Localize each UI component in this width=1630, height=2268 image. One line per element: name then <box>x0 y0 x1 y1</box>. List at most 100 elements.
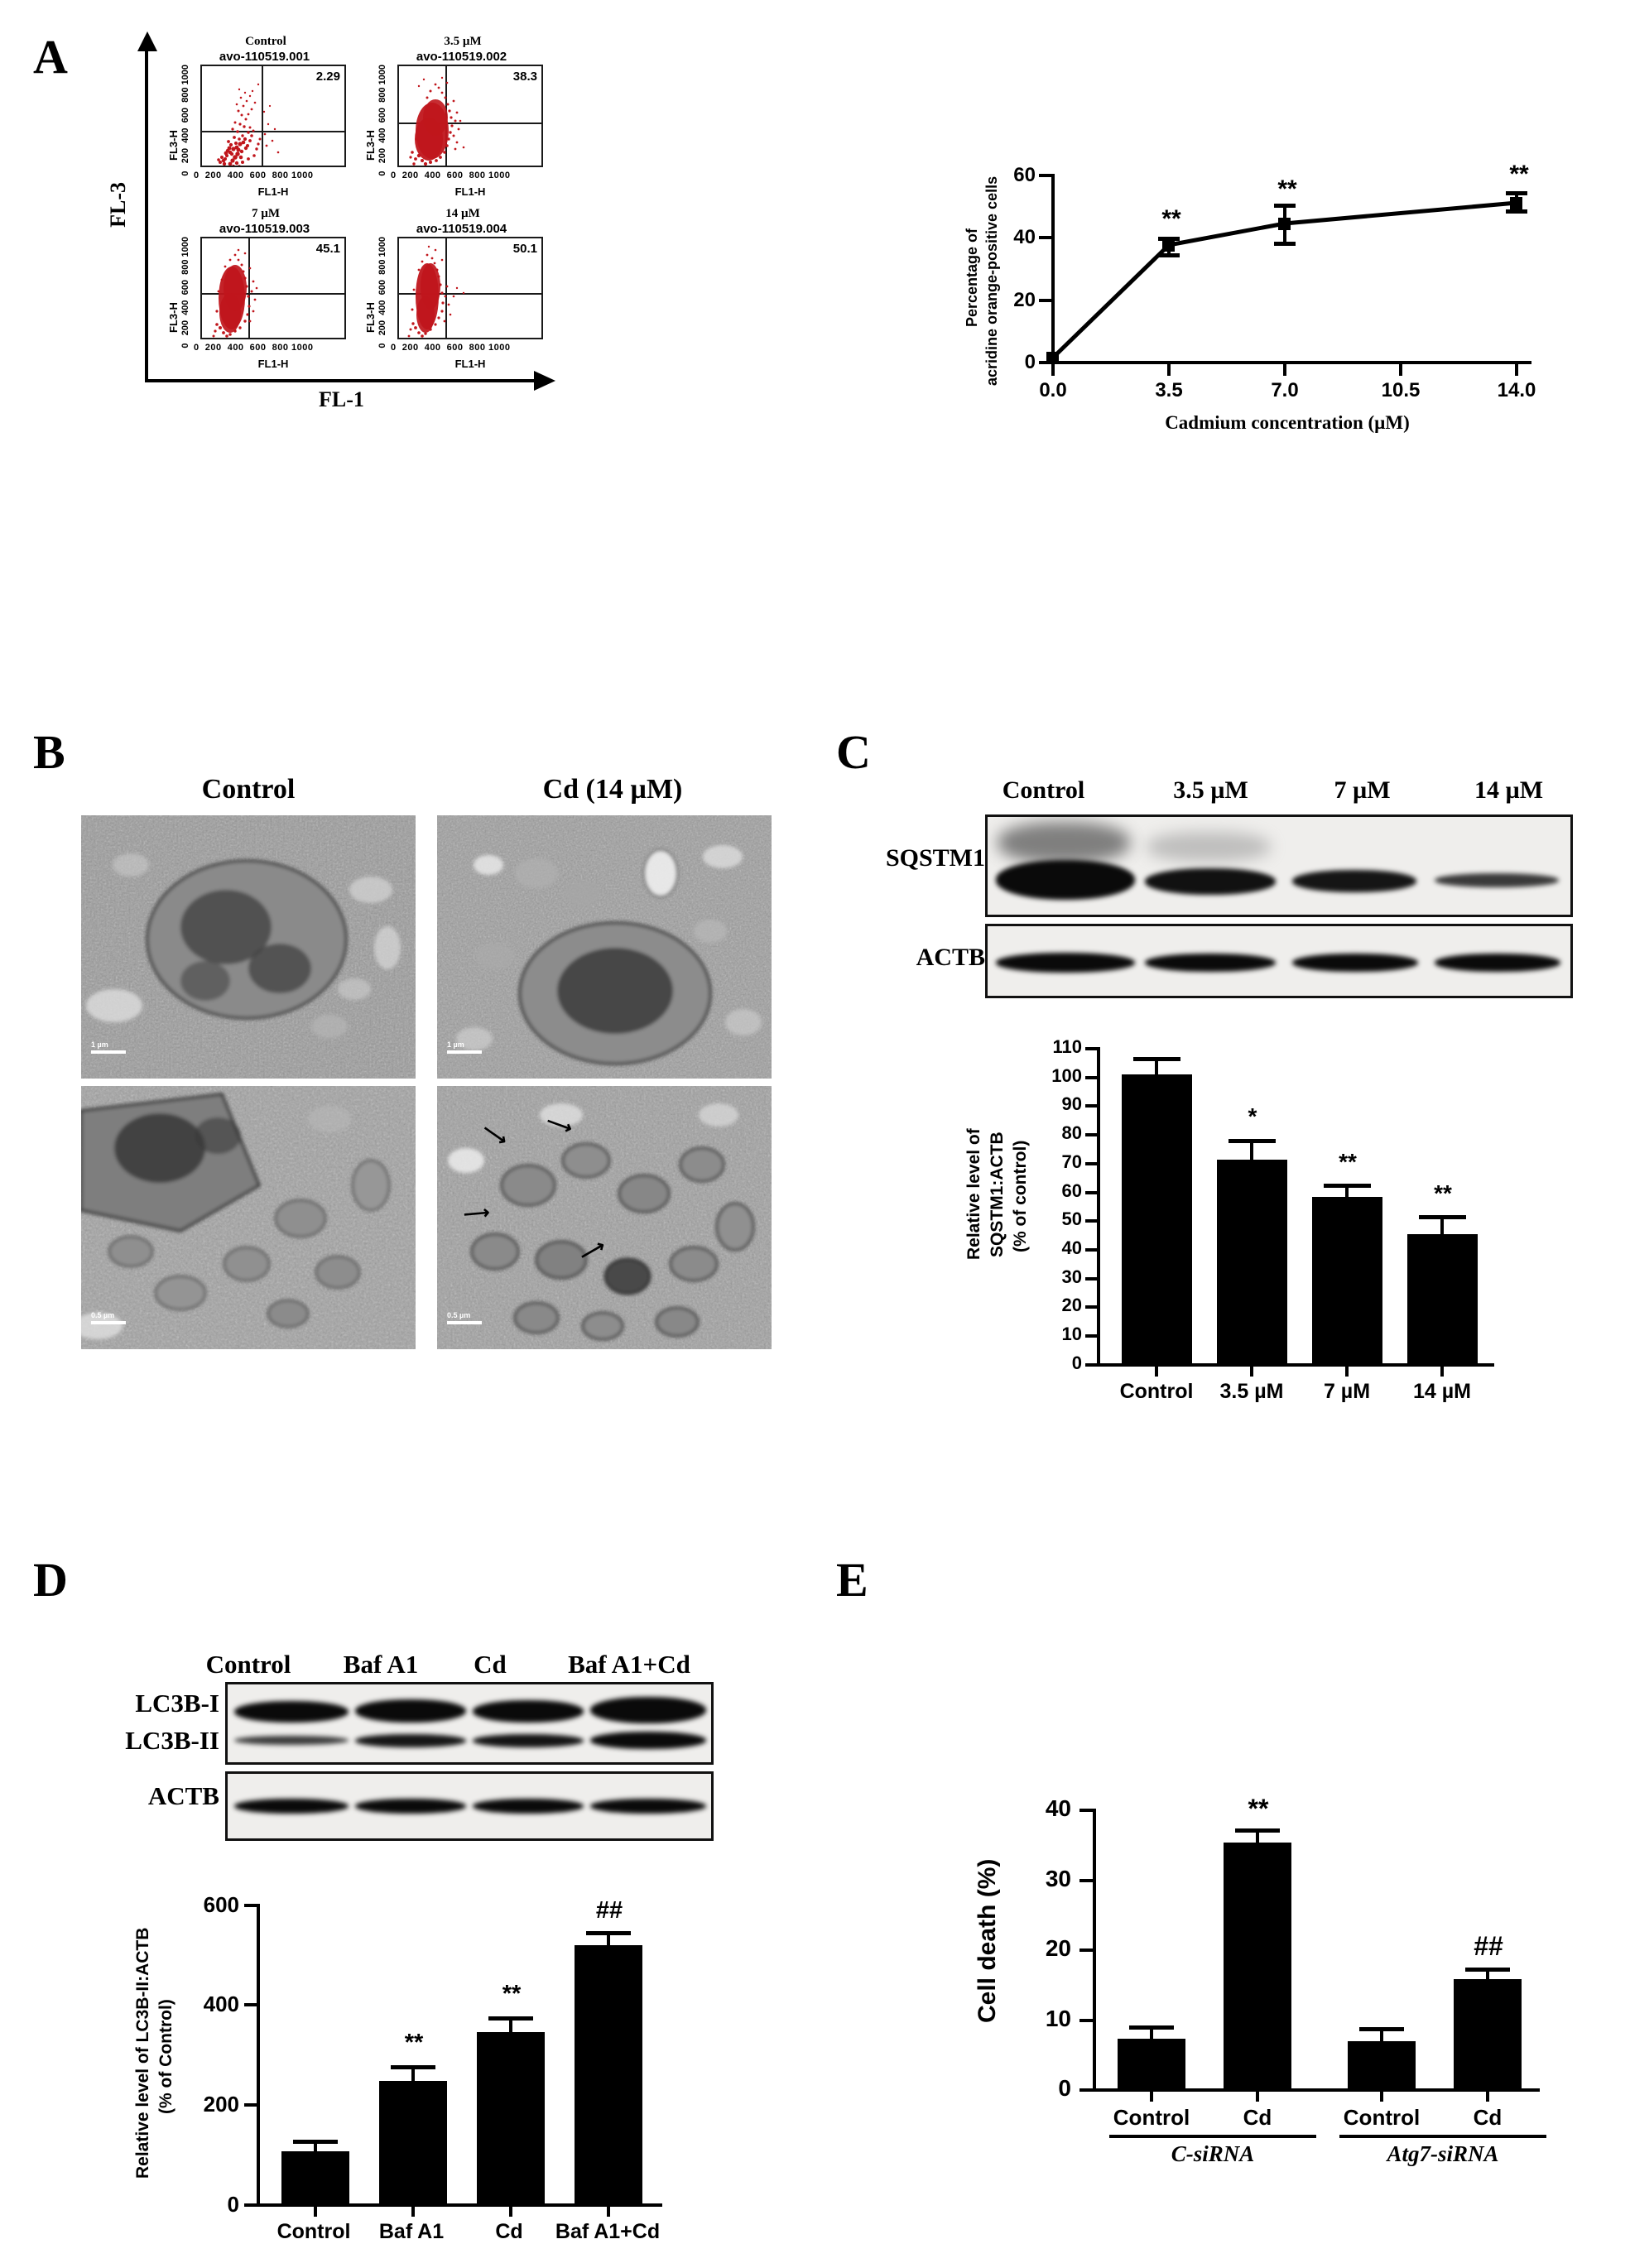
flow-plot-area: 2.29 <box>200 65 346 167</box>
bar-chart-c-ytick <box>1085 1162 1097 1165</box>
tem-scalebar <box>447 1050 482 1054</box>
panelD-bar-chart: Relative level of LC3B-II:ACTB (% of Con… <box>133 1892 683 2268</box>
blot-band <box>355 1799 466 1814</box>
bar-errorbar-cap <box>1129 2025 1174 2030</box>
bar-chart-e-xtick <box>1380 2092 1383 2102</box>
bar-chart-d-ytick <box>244 2103 257 2107</box>
blot-lane-label: Baf A1+Cd <box>568 1650 690 1679</box>
line-chart-xtick-label: 0.0 <box>1039 379 1067 401</box>
bar-chart-c-ylabel-2: SQSTM1:ACTB <box>988 1132 1007 1257</box>
bar-chart-e-xtick-label: Cd <box>1243 2105 1272 2130</box>
fl3-axis-arrowhead <box>137 31 157 51</box>
line-chart-significance: ** <box>1277 175 1297 203</box>
flow-plot-subtitle: avo-110519.002 <box>416 50 507 64</box>
tem-scalebar-text: 1 µm <box>447 1040 464 1049</box>
bar-errorbar <box>1250 1141 1253 1160</box>
blot-lane-label: 7 µM <box>1334 776 1391 804</box>
line-chart-xtick <box>1051 364 1055 376</box>
blot-lane-label: 14 µM <box>1474 776 1544 804</box>
bar-errorbar-cap <box>1235 1828 1280 1833</box>
bar-chart-c-ytick <box>1085 1219 1097 1223</box>
bar-significance: ** <box>404 2030 424 2056</box>
bar-chart-d-ytick <box>244 2203 257 2207</box>
bar-csirna-cd <box>1224 1843 1291 2088</box>
bar-chart-e-xtick-label: Control <box>1113 2105 1190 2130</box>
flow-y-ticklabels: 0 200 400 600 800 1000 <box>377 65 387 176</box>
line-chart-ytick <box>1039 361 1051 364</box>
bar-errorbar <box>1150 2027 1153 2040</box>
bar-errorbar-cap <box>1324 1184 1371 1188</box>
tem-scalebar <box>91 1321 126 1324</box>
flow-plot-area: 50.1 <box>397 237 543 339</box>
bar-chart-c-ytick-label: 50 <box>1061 1208 1082 1229</box>
flow-plot-subtitle: avo-110519.001 <box>219 50 310 64</box>
tem-label-cd: Cd (14 µM) <box>542 774 683 805</box>
bar-chart-c-ytick-label: 10 <box>1061 1324 1082 1344</box>
bar-chart-e-yaxis <box>1093 1809 1096 2092</box>
group-underline-atg7sirna <box>1339 2135 1546 2138</box>
line-chart-xtick-label: 14.0 <box>1497 379 1536 401</box>
bar-chart-c-ytick <box>1085 1191 1097 1194</box>
line-chart-xtick <box>1167 364 1171 376</box>
flow-scatter-dots <box>407 245 465 338</box>
flow-x-ticklabels: 0 200 400 600 800 1000 <box>194 171 314 180</box>
bar-chart-e-ytick-label: 0 <box>1058 2075 1071 2101</box>
line-chart-ytick-label: 40 <box>1013 226 1036 248</box>
bar-errorbar <box>509 2018 512 2033</box>
line-chart-xtick-label: 7.0 <box>1271 379 1299 401</box>
blot-band <box>1145 954 1276 972</box>
bar-chart-d-ytick <box>244 1904 257 1907</box>
panelC-bar-chart: Relative level of SQSTM1:ACTB (% of cont… <box>964 1036 1527 1453</box>
bar-errorbar <box>1345 1185 1349 1198</box>
flow-scatter-dots <box>212 248 258 338</box>
bar-errorbar <box>314 2141 317 2153</box>
line-chart-marker <box>1162 239 1175 252</box>
bar-chart-e-ytick-label: 30 <box>1045 1866 1071 1891</box>
bar-control-d <box>281 2151 349 2203</box>
line-chart-ytick-label: 60 <box>1013 164 1036 186</box>
flow-y-axis-name: FL3-H <box>167 302 180 333</box>
flow-plot-title: 3.5 µM <box>444 35 482 48</box>
blot-band <box>590 1799 706 1814</box>
bar-chart-e-ytick <box>1079 2019 1093 2022</box>
bar-atg7sirna-control <box>1348 2041 1416 2088</box>
line-chart-xtick-label: 10.5 <box>1381 379 1421 401</box>
bar-chart-c-ytick-label: 110 <box>1052 1036 1083 1057</box>
bar-errorbar-cap <box>391 2065 435 2069</box>
line-chart-errorbar-cap <box>1506 209 1527 214</box>
bar-chart-d-xtick-label: Baf A1+Cd <box>555 2220 661 2243</box>
line-chart-series <box>1051 200 1517 359</box>
blot-band-lc3b-i <box>355 1699 466 1723</box>
line-chart-ytick <box>1039 174 1051 177</box>
quadrant-horizontal-divider <box>202 131 344 132</box>
line-chart-xtick <box>1283 364 1286 376</box>
bar-chart-e-ytick-label: 20 <box>1045 1935 1071 1961</box>
blot-band-lc3b-ii <box>355 1734 466 1747</box>
blot-band <box>234 1799 349 1814</box>
blot-band-lc3b-ii <box>234 1736 349 1745</box>
flow-y-axis-name: FL3-H <box>167 130 180 161</box>
bar-errorbar <box>411 2067 415 2082</box>
bar-chart-c-xtick <box>1250 1367 1253 1377</box>
blot-lane-label: Control <box>205 1650 291 1679</box>
bar-chart-c-yaxis <box>1097 1047 1100 1367</box>
bar-errorbar-cap <box>1229 1139 1276 1143</box>
bar-chart-c-xaxis <box>1097 1363 1494 1367</box>
bar-chart-c-ytick-label: 20 <box>1061 1295 1082 1315</box>
blot-smear <box>1147 832 1271 862</box>
bar-chart-c-ytick-label: 60 <box>1061 1180 1082 1201</box>
quadrant-vertical-divider <box>248 238 250 338</box>
quadrant-vertical-divider <box>262 66 263 166</box>
flow-scatter-dots <box>217 83 280 166</box>
blot-band-lc3b-i <box>590 1697 706 1723</box>
panelE-bar-chart: Cell death (%) 40 30 20 10 0 ** ## Contr… <box>974 1794 1565 2189</box>
flow-x-axis-name: FL1-H <box>257 185 289 198</box>
bar-chart-c-ytick-label: 40 <box>1061 1237 1082 1258</box>
flow-x-ticklabels: 0 200 400 600 800 1000 <box>391 171 511 180</box>
flow-plot-area: 45.1 <box>200 237 346 339</box>
blot-lc3b <box>225 1682 714 1765</box>
blot-band-lc3b-i <box>473 1700 584 1723</box>
line-chart-errorbar-cap <box>1506 191 1527 195</box>
line-chart-errorbar-cap <box>1158 253 1180 257</box>
flow-x-ticklabels: 0 200 400 600 800 1000 <box>194 343 314 353</box>
